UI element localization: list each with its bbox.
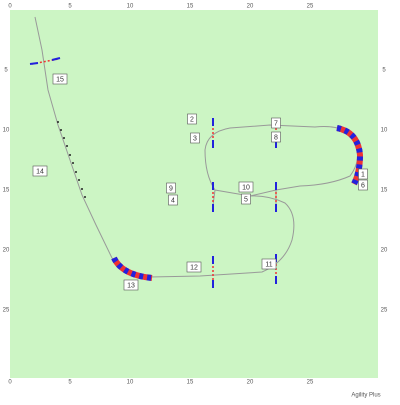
obstacle-number: 5	[241, 193, 251, 205]
obstacle-number: 1	[358, 168, 368, 180]
number-box	[358, 168, 368, 180]
tunnel	[336, 125, 364, 186]
number-label: 4	[171, 197, 175, 204]
axis-label: 15	[3, 188, 10, 194]
number-box	[190, 132, 200, 144]
axis-label: 20	[381, 248, 388, 254]
number-label: 11	[265, 261, 272, 268]
number-box	[271, 117, 281, 129]
axis-label: 25	[3, 308, 10, 314]
number-label: 9	[169, 185, 173, 192]
axis-label: 15	[381, 188, 388, 194]
number-box	[271, 131, 281, 143]
axis-label: 15	[187, 4, 194, 10]
axis-label: 0	[8, 380, 12, 386]
axis-label: 25	[381, 308, 388, 314]
axis-label: 20	[247, 4, 254, 10]
number-box	[358, 179, 368, 191]
number-label: 15	[56, 76, 64, 83]
number-label: 3	[193, 135, 197, 142]
obstacle-number: 14	[32, 165, 48, 177]
obstacle-number: 4	[168, 194, 178, 206]
number-label: 14	[36, 168, 44, 175]
number-box	[52, 73, 68, 85]
axis-label: 5	[382, 68, 386, 74]
axis-label: 25	[307, 380, 314, 386]
field	[10, 10, 378, 378]
number-box	[238, 181, 254, 193]
number-box	[241, 193, 251, 205]
axis-label: 25	[307, 4, 314, 10]
axis-label: 20	[247, 380, 254, 386]
obstacle-number: 11	[261, 258, 277, 270]
number-label: 8	[274, 134, 278, 141]
obstacle-number: 10	[238, 181, 254, 193]
obstacle-number: 2	[187, 113, 197, 125]
number-label: 5	[244, 196, 248, 203]
obstacle-number: 8	[271, 131, 281, 143]
number-box	[187, 113, 197, 125]
obstacle-number: 15	[52, 73, 68, 85]
axis-label: 5	[68, 4, 72, 10]
number-label: 10	[242, 184, 250, 191]
obstacle-number: 3	[190, 132, 200, 144]
obstacle-number: 12	[186, 261, 202, 273]
obstacle-number: 7	[271, 117, 281, 129]
axis-label: 20	[3, 248, 10, 254]
axis-label: 15	[187, 380, 194, 386]
tunnel	[111, 256, 153, 281]
number-label: 6	[361, 182, 365, 189]
axis-label: 10	[3, 128, 10, 134]
number-box	[186, 261, 202, 273]
axis-label: 5	[4, 68, 8, 74]
number-box	[166, 182, 176, 194]
number-label: 7	[274, 120, 278, 127]
number-box	[32, 165, 48, 177]
footer: Agility Plus	[351, 393, 380, 399]
number-label: 12	[190, 264, 198, 271]
obstacle-number: 6	[358, 179, 368, 191]
number-label: 13	[127, 282, 135, 289]
axis-label: 10	[381, 128, 388, 134]
weave-poles	[57, 121, 86, 198]
number-box	[168, 194, 178, 206]
number-box	[261, 258, 277, 270]
axis-label: 10	[127, 380, 134, 386]
number-label: 2	[190, 116, 194, 123]
number-box	[123, 279, 139, 291]
axis-label: 0	[8, 4, 12, 10]
axis-label: 10	[127, 4, 134, 10]
obstacle-number: 13	[123, 279, 139, 291]
number-label: 1	[361, 171, 365, 178]
axis-label: 5	[68, 380, 72, 386]
obstacle-number: 9	[166, 182, 176, 194]
